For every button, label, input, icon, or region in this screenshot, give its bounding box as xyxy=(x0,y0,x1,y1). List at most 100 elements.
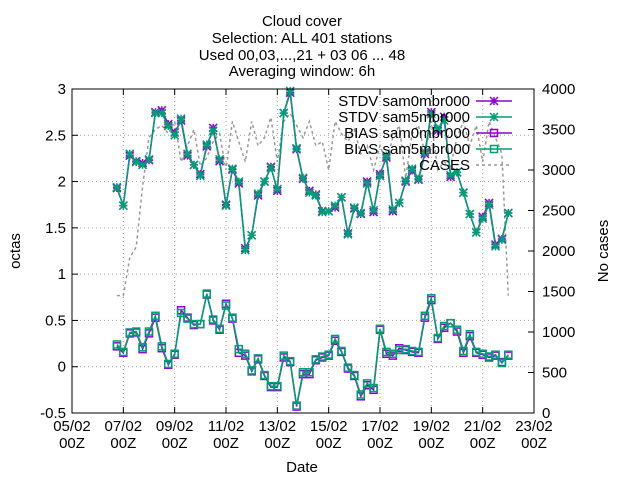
data-point xyxy=(157,342,167,351)
x-tick-label: 11/02 xyxy=(208,418,244,435)
data-point xyxy=(234,344,244,354)
data-point xyxy=(170,130,180,140)
data-point xyxy=(350,370,359,380)
y-tick-label: 0 xyxy=(58,359,66,376)
series-stdv-sam5mbr000 xyxy=(112,86,513,255)
data-point xyxy=(420,147,430,157)
data-point xyxy=(260,370,269,380)
data-point xyxy=(202,140,212,150)
x-axis-label: Date xyxy=(286,459,318,476)
data-point xyxy=(446,318,455,328)
data-point xyxy=(311,190,321,200)
series-cases xyxy=(116,111,510,297)
legend-label: STDV sam0mbr000 xyxy=(338,93,470,110)
x-tick-label: 21/02 xyxy=(464,418,502,435)
y2-tick-label: 1000 xyxy=(542,324,575,341)
y-tick-label: 2 xyxy=(58,174,66,191)
data-point xyxy=(221,201,231,211)
data-point xyxy=(138,343,147,352)
data-point xyxy=(285,356,295,366)
y2-tick-label: 2500 xyxy=(542,203,575,220)
data-point xyxy=(151,311,160,321)
x-tick-label: 00Z xyxy=(59,435,85,452)
data-point xyxy=(272,184,282,194)
data-point xyxy=(439,115,449,126)
x-tick-label: 00Z xyxy=(213,435,239,452)
data-point xyxy=(157,108,167,118)
data-point xyxy=(381,151,391,161)
data-point xyxy=(195,171,205,181)
data-point xyxy=(163,121,173,131)
data-point xyxy=(413,174,424,184)
data-point xyxy=(305,368,314,377)
y2-tick-label: 3000 xyxy=(542,162,575,179)
data-point xyxy=(253,354,263,363)
y2-tick-label: 4000 xyxy=(542,81,575,98)
data-point xyxy=(176,308,186,318)
data-point xyxy=(388,204,398,214)
data-point xyxy=(119,347,128,357)
x-tick-label: 09/02 xyxy=(156,418,194,435)
x-tick-label: 00Z xyxy=(162,435,188,452)
y-tick-label: 0.5 xyxy=(45,312,66,329)
data-point xyxy=(459,346,468,356)
data-point xyxy=(337,346,346,356)
y-tick-label: 2.5 xyxy=(45,127,66,144)
legend-label: BIAS sam0mbr000 xyxy=(344,125,470,142)
data-point xyxy=(478,214,488,224)
y-tick-label: 3 xyxy=(58,81,66,98)
data-point xyxy=(324,206,334,216)
cases-line xyxy=(116,111,510,297)
y2-tick-label: 1500 xyxy=(542,284,575,301)
data-point xyxy=(182,149,193,159)
data-point xyxy=(407,164,417,174)
data-point xyxy=(465,330,475,339)
legend-label: BIAS sam5mbr000 xyxy=(344,141,470,158)
y-tick-label: -0.5 xyxy=(40,405,66,422)
data-point xyxy=(202,289,211,298)
data-point xyxy=(292,401,301,410)
data-point xyxy=(241,349,250,359)
data-point xyxy=(196,319,205,329)
data-point xyxy=(394,198,404,208)
legend-marker xyxy=(489,128,499,138)
y2-tick-label: 3500 xyxy=(542,122,575,139)
data-point xyxy=(279,108,289,118)
data-point xyxy=(266,163,276,173)
y2-tick-label: 2000 xyxy=(542,243,575,260)
x-tick-label: 15/02 xyxy=(310,418,348,435)
data-point xyxy=(490,241,501,251)
data-point xyxy=(433,124,443,134)
data-point xyxy=(144,154,154,164)
data-point xyxy=(304,188,314,198)
x-tick-label: 23/02 xyxy=(515,418,553,435)
data-point xyxy=(227,164,237,174)
data-point xyxy=(343,363,353,372)
x-tick-label: 00Z xyxy=(264,435,290,452)
data-point xyxy=(228,313,237,322)
data-point xyxy=(285,86,295,96)
chart-title: Cloud cover Selection: ALL 401 stations … xyxy=(199,13,405,80)
data-point xyxy=(356,390,365,399)
x-tick-label: 07/02 xyxy=(105,418,143,435)
data-point xyxy=(491,350,500,359)
x-tick-label: 17/02 xyxy=(361,418,399,435)
data-point xyxy=(131,157,141,167)
data-point xyxy=(183,314,192,323)
data-point xyxy=(150,108,160,118)
data-point xyxy=(170,349,179,359)
data-point xyxy=(497,358,507,368)
data-point xyxy=(458,188,468,198)
data-point xyxy=(259,177,270,187)
data-point xyxy=(369,205,379,215)
x-tick-label: 00Z xyxy=(418,435,444,452)
x-tick-label: 00Z xyxy=(521,435,547,452)
data-point xyxy=(503,208,513,218)
data-point xyxy=(208,126,218,136)
legend-marker xyxy=(489,96,499,106)
x-tick-label: 13/02 xyxy=(259,418,297,435)
data-point xyxy=(240,245,250,255)
